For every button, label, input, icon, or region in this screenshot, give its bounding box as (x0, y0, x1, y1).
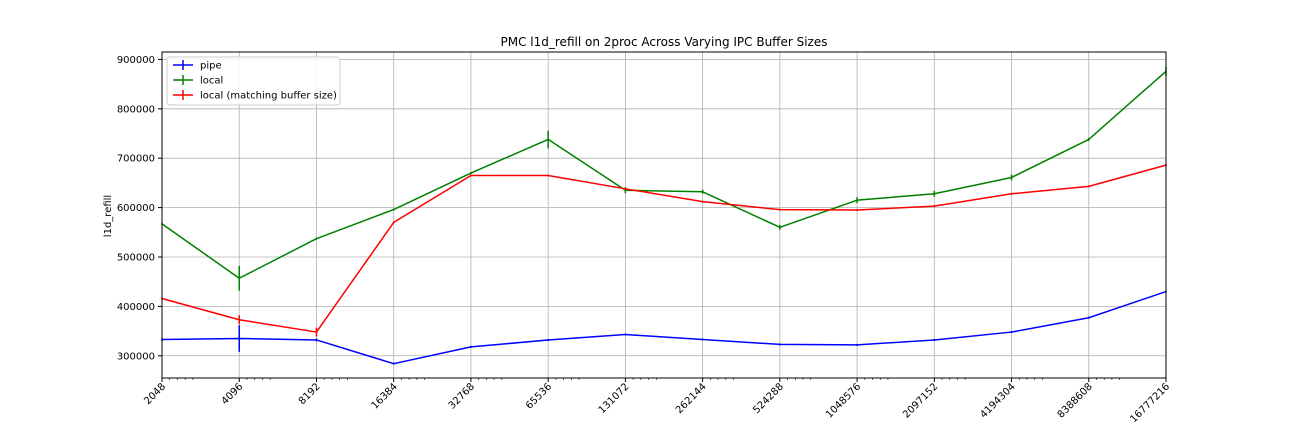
y-tick-label: 300000 (117, 351, 155, 362)
legend-entry-label: local (200, 76, 223, 87)
y-tick-label: 900000 (117, 55, 155, 66)
y-tick-label: 700000 (117, 154, 155, 165)
y-axis: 300000 400000 500000 600000 700000 800000 9000… (117, 55, 162, 362)
y-tick-label: 400000 (117, 302, 155, 313)
y-tick-label: 800000 (117, 104, 155, 115)
chart-title: PMC l1d_refill on 2proc Across Varying I… (501, 35, 828, 49)
y-tick-label: 600000 (117, 203, 155, 214)
y-axis-label: l1d_refill (103, 195, 114, 237)
y-tick-label: 500000 (117, 252, 155, 263)
series-line (161, 164, 1167, 333)
series-line (161, 290, 1167, 365)
series-layer (161, 66, 1167, 365)
legend: pipe local local (matching buffer size) (166, 56, 341, 106)
series-line (161, 70, 1167, 279)
grid (162, 52, 1166, 378)
legend-box (166, 56, 341, 106)
plot-frame (161, 51, 1167, 379)
legend-entry-label: pipe (200, 61, 222, 72)
legend-entry-label: local (matching buffer size) (200, 91, 337, 102)
